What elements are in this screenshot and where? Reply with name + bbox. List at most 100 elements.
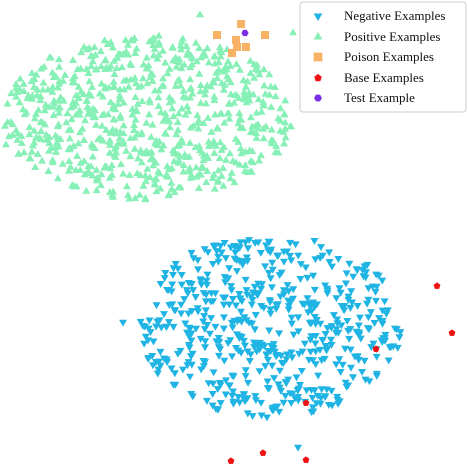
point-negative-examples [216, 400, 225, 407]
point-positive-examples [69, 141, 78, 149]
point-negative-examples [289, 286, 298, 294]
point-positive-examples [142, 118, 151, 126]
point-negative-examples [364, 296, 373, 304]
point-positive-examples [136, 171, 145, 179]
point-positive-examples [255, 70, 264, 78]
point-positive-examples [162, 112, 171, 120]
point-positive-examples [33, 150, 42, 157]
point-negative-examples [263, 384, 272, 392]
legend-marker-base [314, 74, 322, 82]
point-poison-examples [232, 36, 240, 44]
point-positive-examples [86, 52, 95, 59]
point-positive-examples [161, 58, 170, 66]
point-negative-examples [145, 317, 154, 325]
point-positive-examples [75, 106, 84, 114]
point-negative-examples [268, 284, 276, 292]
point-negative-examples [369, 340, 378, 348]
point-positive-examples [199, 119, 208, 126]
point-positive-examples [157, 145, 166, 153]
point-positive-examples [259, 65, 268, 73]
point-positive-examples [138, 97, 147, 105]
point-negative-examples [332, 361, 341, 369]
point-positive-examples [69, 181, 78, 189]
point-negative-examples [366, 309, 375, 317]
point-negative-examples [302, 387, 311, 395]
point-positive-examples [170, 188, 179, 196]
point-negative-examples [230, 242, 239, 250]
point-positive-examples [98, 121, 107, 129]
point-negative-examples [183, 362, 192, 370]
point-positive-examples [148, 76, 157, 84]
point-negative-examples [312, 301, 321, 309]
point-positive-examples [226, 174, 235, 182]
point-positive-examples [280, 139, 289, 147]
point-positive-examples [19, 87, 28, 95]
point-positive-examples [177, 104, 186, 112]
point-positive-examples [55, 55, 63, 63]
point-positive-examples [209, 170, 218, 178]
point-negative-examples [187, 391, 196, 398]
point-positive-examples [152, 187, 161, 195]
point-negative-examples [214, 253, 223, 261]
point-negative-examples [244, 245, 252, 253]
legend-symbol-positive-examples [313, 31, 323, 40]
point-negative-examples [317, 244, 325, 252]
point-positive-examples [165, 93, 174, 101]
point-negative-examples [178, 366, 187, 374]
point-negative-examples [353, 303, 362, 310]
point-negative-examples [177, 310, 186, 318]
point-negative-examples [323, 325, 332, 332]
point-positive-examples [52, 147, 61, 155]
point-negative-examples [235, 399, 244, 407]
point-positive-examples [106, 38, 115, 46]
point-positive-examples [214, 124, 223, 132]
point-negative-examples [140, 323, 149, 331]
point-negative-examples [334, 255, 343, 263]
point-positive-examples [248, 126, 257, 134]
point-negative-examples [225, 301, 234, 309]
point-negative-examples [202, 282, 211, 289]
point-positive-examples [20, 148, 29, 156]
point-negative-examples [340, 303, 349, 310]
point-negative-examples [294, 393, 303, 401]
point-negative-examples [311, 348, 320, 356]
point-positive-examples [158, 46, 167, 54]
point-positive-examples [184, 47, 193, 55]
point-negative-examples [244, 379, 253, 387]
point-positive-examples [199, 156, 208, 163]
point-positive-examples [182, 153, 191, 161]
point-negative-examples [168, 281, 177, 289]
point-negative-examples [282, 380, 291, 388]
point-negative-examples [287, 257, 296, 265]
point-positive-examples [287, 122, 296, 130]
point-positive-examples [48, 158, 57, 166]
point-positive-examples [230, 91, 239, 99]
point-positive-examples [88, 152, 97, 160]
point-positive-examples [36, 92, 45, 100]
point-negative-examples [293, 387, 302, 395]
point-negative-examples [347, 288, 356, 296]
point-positive-examples [23, 94, 32, 101]
point-negative-examples [157, 324, 166, 332]
point-negative-examples [146, 329, 155, 337]
point-positive-examples [230, 98, 239, 106]
point-positive-examples [154, 93, 163, 101]
point-negative-examples [297, 367, 306, 375]
point-negative-examples [200, 313, 209, 320]
point-negative-examples [208, 402, 217, 410]
point-negative-examples [234, 245, 243, 253]
point-negative-examples [284, 288, 293, 296]
point-positive-examples [223, 72, 232, 80]
point-positive-examples [272, 141, 281, 149]
point-negative-examples [353, 353, 362, 361]
legend-symbol-poison-examples [313, 52, 323, 62]
point-positive-examples [32, 70, 41, 78]
point-positive-examples [80, 157, 89, 164]
point-positive-examples [116, 114, 125, 121]
point-positive-examples [196, 10, 204, 18]
point-positive-examples [117, 160, 125, 168]
point-positive-examples [77, 48, 86, 56]
point-negative-examples [316, 400, 325, 408]
point-negative-examples [287, 349, 296, 357]
point-positive-examples [68, 74, 77, 82]
